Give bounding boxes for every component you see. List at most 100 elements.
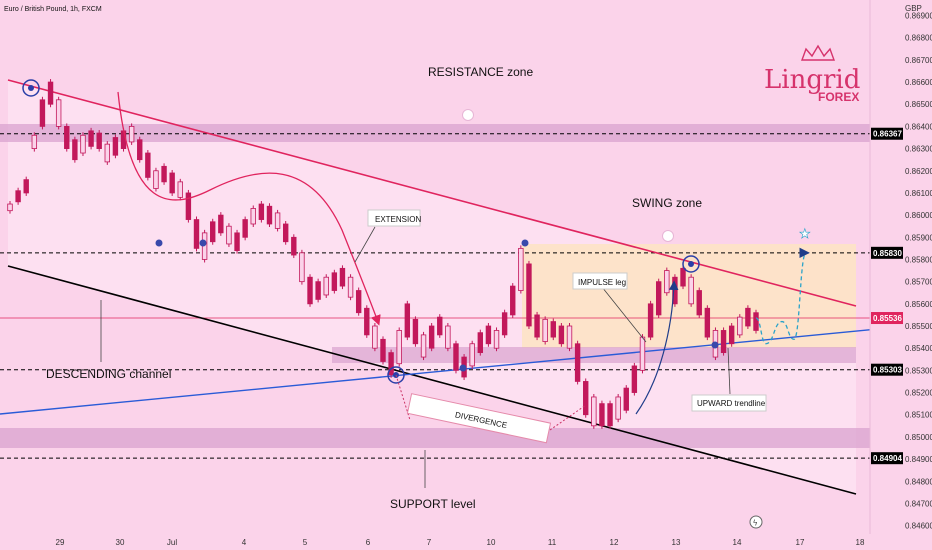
candle bbox=[485, 325, 492, 345]
candle bbox=[469, 343, 475, 367]
candle bbox=[339, 267, 346, 287]
y-tick-label: 0.85600 bbox=[905, 300, 932, 309]
candle bbox=[566, 325, 573, 349]
y-tick-label: 0.86100 bbox=[905, 189, 932, 198]
pivot-dot bbox=[521, 239, 529, 247]
marker-circle bbox=[682, 255, 700, 273]
candle bbox=[161, 165, 167, 183]
pivot-dot bbox=[199, 239, 207, 247]
y-tick-label: 0.85300 bbox=[905, 366, 932, 375]
callout-lines bbox=[100, 226, 731, 488]
candle bbox=[315, 281, 321, 300]
candle bbox=[704, 307, 711, 338]
candle bbox=[112, 137, 119, 156]
candle bbox=[493, 330, 500, 349]
circled-markers bbox=[22, 79, 700, 384]
upward-label: UPWARD trendline bbox=[697, 399, 766, 408]
candle bbox=[104, 143, 111, 163]
candle bbox=[55, 99, 62, 127]
lingrid-logo: Lingrid FOREX bbox=[764, 44, 860, 104]
candle bbox=[23, 179, 29, 194]
y-tick-label: 0.85000 bbox=[905, 433, 932, 442]
candle bbox=[323, 276, 329, 296]
candles bbox=[7, 79, 759, 429]
candle bbox=[226, 225, 232, 245]
candle bbox=[607, 403, 613, 427]
price-labels: 0.86367 0.85830 0.85536 0.85303 0.84904 bbox=[871, 127, 903, 465]
pivot-dots bbox=[155, 239, 719, 372]
candle bbox=[372, 325, 378, 349]
candle bbox=[274, 212, 281, 229]
logo-name: Lingrid bbox=[764, 65, 860, 95]
x-tick-label: 10 bbox=[487, 538, 496, 547]
y-tick-label: 0.86300 bbox=[905, 145, 932, 154]
candle bbox=[169, 172, 175, 194]
extension-label: EXTENSION bbox=[375, 215, 421, 224]
candle bbox=[331, 272, 338, 291]
pivot-dot bbox=[711, 341, 719, 349]
descending-label: DESCENDING channel bbox=[46, 367, 171, 381]
impulse-arrow bbox=[635, 280, 679, 415]
candle bbox=[137, 139, 143, 161]
candle bbox=[307, 276, 313, 305]
pivot-dot bbox=[459, 364, 467, 372]
candle bbox=[388, 352, 394, 376]
x-tick-label: 18 bbox=[856, 538, 865, 547]
candle bbox=[266, 205, 273, 225]
candle bbox=[437, 316, 443, 336]
y-tick-label: 0.85400 bbox=[905, 344, 932, 353]
event-icons: ϟ bbox=[462, 109, 763, 529]
candle bbox=[664, 270, 670, 294]
candle bbox=[7, 203, 13, 212]
candle bbox=[647, 303, 654, 338]
candle bbox=[380, 338, 386, 362]
x-tick-label: 17 bbox=[796, 538, 805, 547]
candle bbox=[720, 330, 727, 354]
divergence-dotted-line bbox=[395, 374, 587, 431]
star-icon: ★ bbox=[799, 227, 811, 242]
channel-fill bbox=[8, 80, 856, 494]
y-tick-label: 0.86000 bbox=[905, 211, 932, 220]
price-box bbox=[871, 363, 903, 376]
candle bbox=[510, 285, 516, 316]
candle bbox=[518, 247, 524, 291]
y-tick-label: 0.84600 bbox=[905, 522, 932, 531]
price-box-label: 0.86367 bbox=[873, 130, 902, 139]
y-tick-label: 0.85700 bbox=[905, 278, 932, 287]
label-boxes bbox=[367, 209, 767, 444]
pivot-dot bbox=[155, 239, 163, 247]
candle bbox=[574, 343, 581, 382]
x-tick-label: 14 bbox=[733, 538, 742, 547]
logo-sub: FOREX bbox=[818, 90, 859, 104]
x-tick-label: 12 bbox=[610, 538, 619, 547]
y-ticks: 0.86900 0.86800 0.86700 0.86600 0.86500 0.864… bbox=[905, 12, 932, 531]
candle bbox=[420, 334, 427, 358]
candle bbox=[177, 181, 183, 198]
candle bbox=[242, 219, 248, 238]
chart-title: Euro / British Pound, 1h, FXCM bbox=[4, 6, 102, 13]
extension-curve bbox=[117, 91, 381, 326]
candle bbox=[193, 219, 200, 249]
y-tick-label: 0.84900 bbox=[905, 455, 932, 464]
price-box-label: 0.85536 bbox=[873, 314, 902, 323]
candle bbox=[639, 336, 646, 371]
candle bbox=[291, 236, 297, 256]
x-tick-label: 30 bbox=[116, 538, 125, 547]
y-tick-label: 0.86500 bbox=[905, 100, 932, 109]
y-tick-label: 0.86200 bbox=[905, 167, 932, 176]
marker-circle bbox=[22, 79, 40, 97]
event-icon bbox=[662, 230, 674, 242]
candle bbox=[550, 321, 556, 338]
candle bbox=[696, 290, 702, 316]
candle bbox=[31, 134, 38, 149]
candle bbox=[445, 325, 451, 349]
y-tick-label: 0.86800 bbox=[905, 34, 932, 43]
marker-circle-dot bbox=[28, 85, 34, 91]
x-tick-label: 6 bbox=[366, 538, 371, 547]
candle bbox=[347, 276, 354, 298]
x-tick-label: 29 bbox=[56, 538, 65, 547]
upward-trendline bbox=[0, 326, 899, 415]
candle bbox=[250, 208, 256, 225]
support-band bbox=[0, 428, 870, 448]
y-tick-label: 0.85800 bbox=[905, 255, 932, 264]
